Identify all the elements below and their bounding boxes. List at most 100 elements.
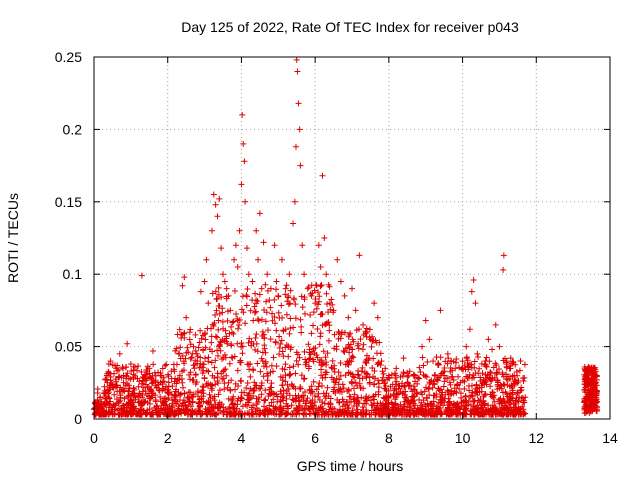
data-point [138,402,145,409]
data-point [349,371,356,378]
data-point [111,402,118,409]
data-point [216,399,223,406]
data-point [220,325,227,332]
data-point [362,397,369,404]
data-point [343,398,350,405]
data-point [590,393,597,400]
data-point [310,309,317,316]
data-point [253,395,260,402]
data-point [264,287,271,294]
data-point [350,338,357,345]
data-point [178,401,185,408]
data-point [106,404,113,411]
data-point [492,408,499,415]
data-point [113,382,120,389]
data-point [465,364,472,371]
data-point [472,390,479,397]
data-point [413,390,420,397]
data-point [339,396,346,403]
data-point [251,379,258,386]
data-point [240,309,247,316]
data-point [220,368,227,375]
data-point [199,370,206,377]
chart-title: Day 125 of 2022, Rate Of TEC Index for r… [181,19,519,35]
data-point [376,411,383,418]
data-point [292,301,299,308]
data-point [497,397,504,404]
data-point [472,406,479,413]
data-point [282,285,289,292]
data-point [175,350,182,357]
data-point [159,365,166,372]
data-point [99,408,106,415]
data-point [209,348,216,355]
data-point [461,402,468,409]
data-point [442,358,449,365]
data-point [273,405,280,412]
data-point [231,405,238,412]
data-point [416,364,423,371]
data-point [286,364,293,371]
data-point [190,343,197,350]
data-point [214,213,221,220]
data-point [290,407,297,414]
data-point [378,358,385,365]
data-point [455,405,462,412]
y-tick-label: 0.05 [55,339,82,355]
data-point [99,411,106,418]
data-point [309,348,316,355]
data-point [153,384,160,391]
data-point [106,395,113,402]
data-point [442,408,449,415]
data-point [334,256,341,263]
data-point [431,392,438,399]
data-point [318,366,325,373]
data-point [221,351,228,358]
data-point [263,298,270,305]
data-point [144,399,151,406]
data-point [447,368,454,375]
data-point [238,343,245,350]
data-point [297,162,304,169]
data-point [359,346,366,353]
data-point [271,320,278,327]
data-point [103,372,110,379]
data-point [261,306,268,313]
data-point [421,388,428,395]
data-point [126,385,133,392]
data-point [404,379,411,386]
data-point [459,365,466,372]
data-point [321,235,328,241]
data-point [175,405,182,412]
data-point [218,245,225,252]
data-point [380,405,387,412]
data-point [349,285,355,292]
data-point [187,355,194,362]
data-point [285,301,292,308]
data-point [221,337,228,344]
data-point [363,329,370,336]
data-point [479,370,486,377]
data-point [172,388,179,395]
data-point [280,387,287,394]
data-point [275,292,282,299]
data-point [361,369,368,376]
data-point [143,376,150,383]
data-point [150,361,157,368]
data-point [471,364,478,371]
data-point [247,307,254,314]
data-point [246,411,253,418]
data-point [582,405,589,412]
data-point [183,349,190,356]
data-point [371,375,378,382]
data-point [231,287,238,294]
data-point [186,393,193,400]
data-point [411,387,418,394]
data-point [96,404,103,411]
data-point [355,394,362,401]
data-point [192,380,199,387]
data-point [296,410,303,417]
data-point [398,383,405,390]
data-point [468,407,475,414]
data-point [322,369,329,376]
